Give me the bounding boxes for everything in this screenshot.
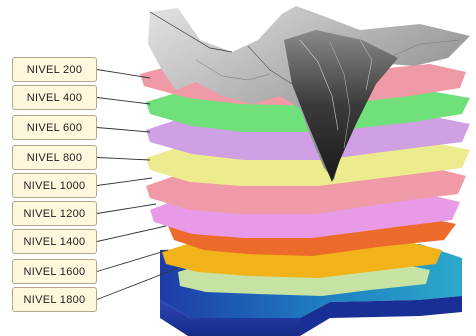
level-label-nivel-400: NIVEL 400	[12, 85, 97, 110]
leader-line-5	[96, 177, 153, 186]
level-label-nivel-600: NIVEL 600	[12, 115, 97, 140]
leader-line-8	[96, 249, 169, 272]
open-pit-terrain	[148, 6, 470, 182]
leader-line-9	[96, 267, 179, 300]
level-label-nivel-800: NIVEL 800	[12, 145, 97, 170]
level-label-nivel-200: NIVEL 200	[12, 57, 97, 82]
leader-line-3	[96, 127, 151, 133]
level-label-nivel-1800: NIVEL 1800	[12, 287, 97, 312]
leader-line-2	[96, 97, 151, 105]
leader-line-7	[96, 225, 167, 242]
leader-line-4	[96, 157, 151, 161]
level-label-nivel-1200: NIVEL 1200	[12, 201, 97, 226]
leader-line-1	[96, 69, 151, 79]
level-label-nivel-1400: NIVEL 1400	[12, 229, 97, 254]
leader-lines	[96, 69, 179, 300]
leader-line-6	[96, 203, 157, 214]
level-label-nivel-1000: NIVEL 1000	[12, 173, 97, 198]
level-label-nivel-1600: NIVEL 1600	[12, 259, 97, 284]
